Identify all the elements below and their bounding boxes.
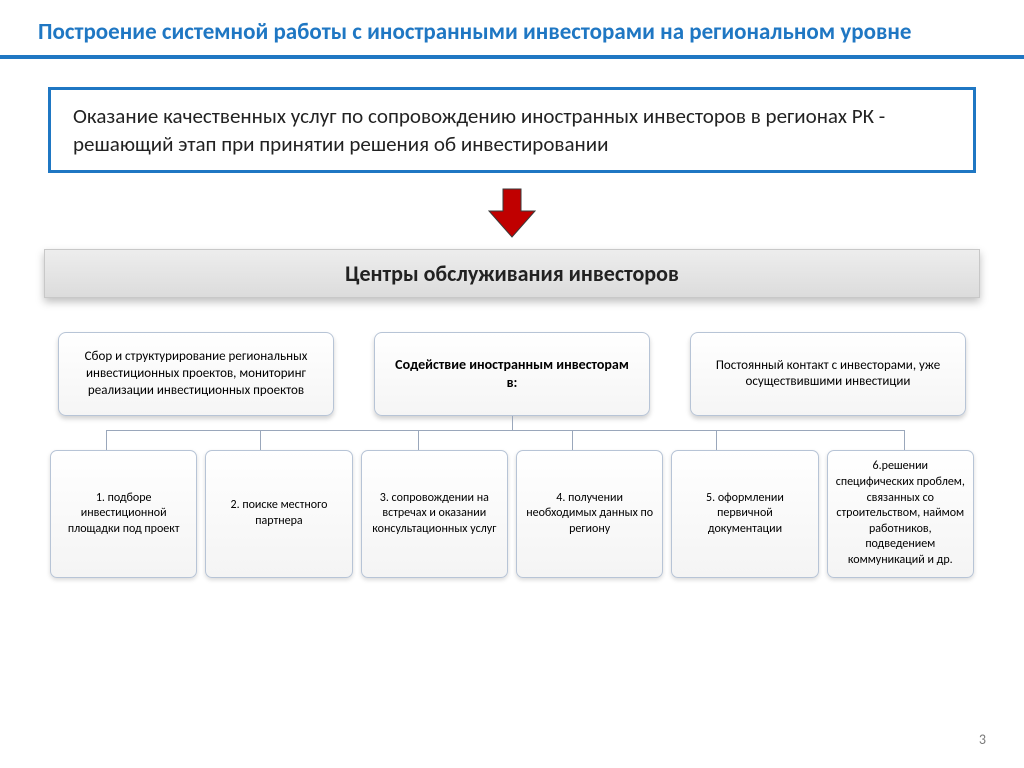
connector-hline [106, 430, 904, 431]
bottom-node-6: 6.решении специфических проблем, связанн… [827, 450, 974, 577]
bottom-node-4: 4. получении необходимых данных по регио… [516, 450, 663, 577]
banner-text: Центры обслуживания инвесторов [345, 260, 679, 287]
callout-box: Оказание качественных услуг по сопровожд… [48, 87, 976, 174]
bottom-node-3: 3. сопровождении на встречах и оказании … [361, 450, 508, 577]
title-underline [0, 55, 1024, 59]
bottom-node-1: 1. подборе инвестиционной площадки под п… [50, 450, 197, 577]
callout-text: Оказание качественных услуг по сопровожд… [73, 102, 951, 159]
top-row: Сбор и структурирование региональных инв… [58, 332, 966, 416]
top-node-2: Содействие иностранным инвесторам в: [374, 332, 650, 416]
top-node-3: Постоянный контакт с инвесторами, уже ос… [690, 332, 966, 416]
connector-drop [572, 430, 573, 450]
connector-drop [106, 430, 107, 450]
connector-drop [418, 430, 419, 450]
connector-stub [512, 416, 513, 430]
bottom-node-5: 5. оформлении первичной документации [671, 450, 818, 577]
arrow-container [38, 185, 986, 239]
bottom-row: 1. подборе инвестиционной площадки под п… [50, 450, 974, 577]
top-node-1: Сбор и структурирование региональных инв… [58, 332, 334, 416]
connector-drop [904, 430, 905, 450]
down-arrow-icon [485, 185, 539, 239]
connector-zone [58, 416, 966, 450]
bottom-node-2: 2. поиске местного партнера [205, 450, 352, 577]
banner: Центры обслуживания инвесторов [44, 249, 980, 298]
page-number: 3 [979, 731, 986, 748]
slide-title: Построение системной работы с иностранны… [38, 18, 986, 47]
connector-drop [260, 430, 261, 450]
connector-drop [716, 430, 717, 450]
